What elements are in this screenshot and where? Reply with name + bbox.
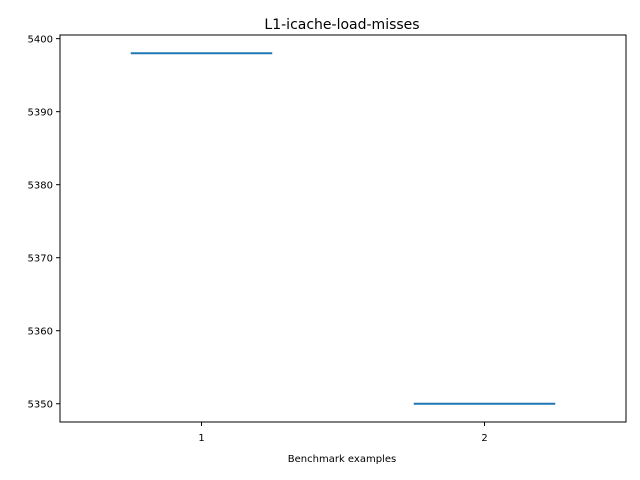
data-marks xyxy=(130,52,556,405)
y-tick-label: 5370 xyxy=(28,254,53,265)
y-axis: 5350 5360 5370 5380 5390 5400 xyxy=(28,35,60,411)
x-axis-label: Benchmark examples xyxy=(288,454,396,465)
y-tick-label: 5380 xyxy=(28,181,53,192)
y-tick-label: 5360 xyxy=(28,327,53,338)
plot-frame xyxy=(59,34,627,423)
plot-area xyxy=(59,34,627,423)
y-tick-label: 5350 xyxy=(28,400,53,411)
y-tick-label: 5400 xyxy=(28,35,53,46)
x-tick-label: 2 xyxy=(481,433,487,444)
chart-title: L1-icache-load-misses xyxy=(264,17,419,33)
y-tick-label: 5390 xyxy=(28,108,53,119)
x-tick-label: 1 xyxy=(198,433,204,444)
